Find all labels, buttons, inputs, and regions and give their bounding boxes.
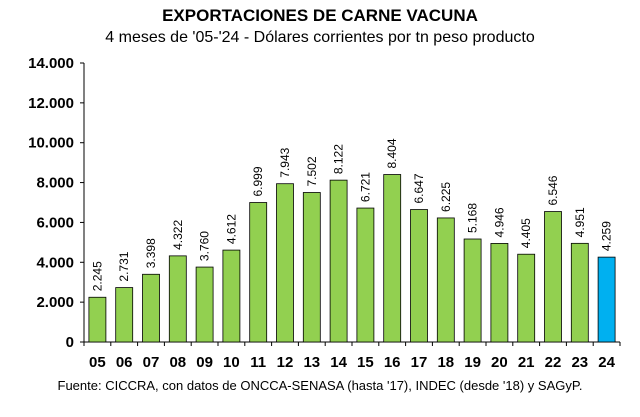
data-label-11: 6.999 [251, 166, 265, 196]
x-tick-label: 21 [518, 354, 535, 371]
bar-16 [383, 174, 402, 343]
bar-19 [463, 238, 482, 343]
y-tick-label: 0 [66, 334, 74, 351]
y-tick-label: 4.000 [36, 254, 74, 271]
bar-20 [490, 243, 509, 343]
bar-22 [544, 211, 562, 343]
bar-15 [356, 207, 375, 343]
data-label-06: 2.731 [117, 251, 131, 281]
data-label-10: 4.612 [224, 214, 238, 244]
data-label-09: 3.760 [198, 231, 212, 261]
data-label-20: 4.946 [492, 207, 506, 237]
y-tick-label: 10.000 [28, 135, 74, 152]
x-tick-label: 16 [384, 354, 401, 371]
data-label-23: 4.951 [573, 207, 587, 237]
x-tick-label: 08 [169, 354, 186, 371]
x-tick-label: 23 [571, 354, 588, 371]
bar-10 [222, 249, 241, 343]
bar-05 [88, 296, 107, 343]
y-tick-label: 8.000 [36, 175, 74, 192]
data-label-08: 4.322 [171, 220, 185, 250]
x-tick-label: 13 [303, 354, 320, 371]
bar-08 [168, 255, 187, 343]
bar-21 [517, 253, 536, 343]
source-note: Fuente: CICCRA, con datos de ONCCA-SENAS… [57, 378, 583, 393]
bar-14 [329, 179, 348, 343]
bar-06 [115, 287, 134, 343]
bar-12 [276, 183, 294, 343]
x-tick-label: 15 [357, 354, 374, 371]
data-label-13: 7.502 [305, 156, 319, 186]
x-tick-label: 12 [277, 354, 294, 371]
data-labels: 2.245 2.731 3.398 4.322 3.760 4.612 6.999 7.943… [90, 138, 613, 291]
x-tick-label: 18 [437, 354, 454, 371]
data-label-18: 6.225 [439, 182, 453, 212]
bar-18 [436, 217, 455, 343]
x-tick-label: 10 [223, 354, 240, 371]
x-tick-label: 24 [598, 354, 615, 371]
data-label-14: 8.122 [332, 144, 346, 174]
x-tick-label: 11 [250, 354, 266, 371]
data-label-07: 3.398 [144, 238, 158, 268]
data-label-19: 5.168 [466, 203, 480, 233]
chart-title: EXPORTACIONES DE CARNE VACUNA [162, 6, 478, 25]
x-tick-label: 22 [545, 354, 562, 371]
data-label-15: 6.721 [358, 172, 372, 202]
y-tick-label: 2.000 [36, 294, 74, 311]
data-label-16: 8.404 [385, 138, 399, 168]
data-label-05: 2.245 [90, 261, 104, 291]
chart-subtitle: 4 meses de '05-'24 - Dólares corrientes … [105, 29, 535, 46]
x-tick-label: 17 [411, 354, 428, 371]
data-label-24: 4.259 [600, 221, 614, 251]
bar-09 [195, 266, 214, 343]
bar-13 [302, 192, 321, 343]
bar-07 [142, 273, 160, 343]
x-tick-label: 09 [196, 354, 213, 371]
x-tick-label: 05 [89, 354, 106, 371]
x-tick-label: 19 [464, 354, 481, 371]
x-tick-label: 20 [491, 354, 508, 371]
bar-11 [249, 202, 268, 343]
x-tick-label: 14 [330, 354, 347, 371]
y-tick-label: 6.000 [36, 214, 74, 231]
y-tick-label: 14.000 [28, 55, 74, 72]
bars [88, 174, 616, 343]
data-label-21: 4.405 [519, 218, 533, 248]
data-label-22: 6.546 [546, 175, 560, 205]
x-tick-label: 06 [116, 354, 133, 371]
data-label-17: 6.647 [412, 173, 426, 203]
bar-17 [410, 209, 428, 343]
x-tick-label: 07 [143, 354, 160, 371]
bar-24 [597, 256, 616, 343]
bar-23 [570, 242, 589, 343]
y-tick-label: 12.000 [28, 95, 74, 112]
data-label-12: 7.943 [278, 147, 292, 177]
